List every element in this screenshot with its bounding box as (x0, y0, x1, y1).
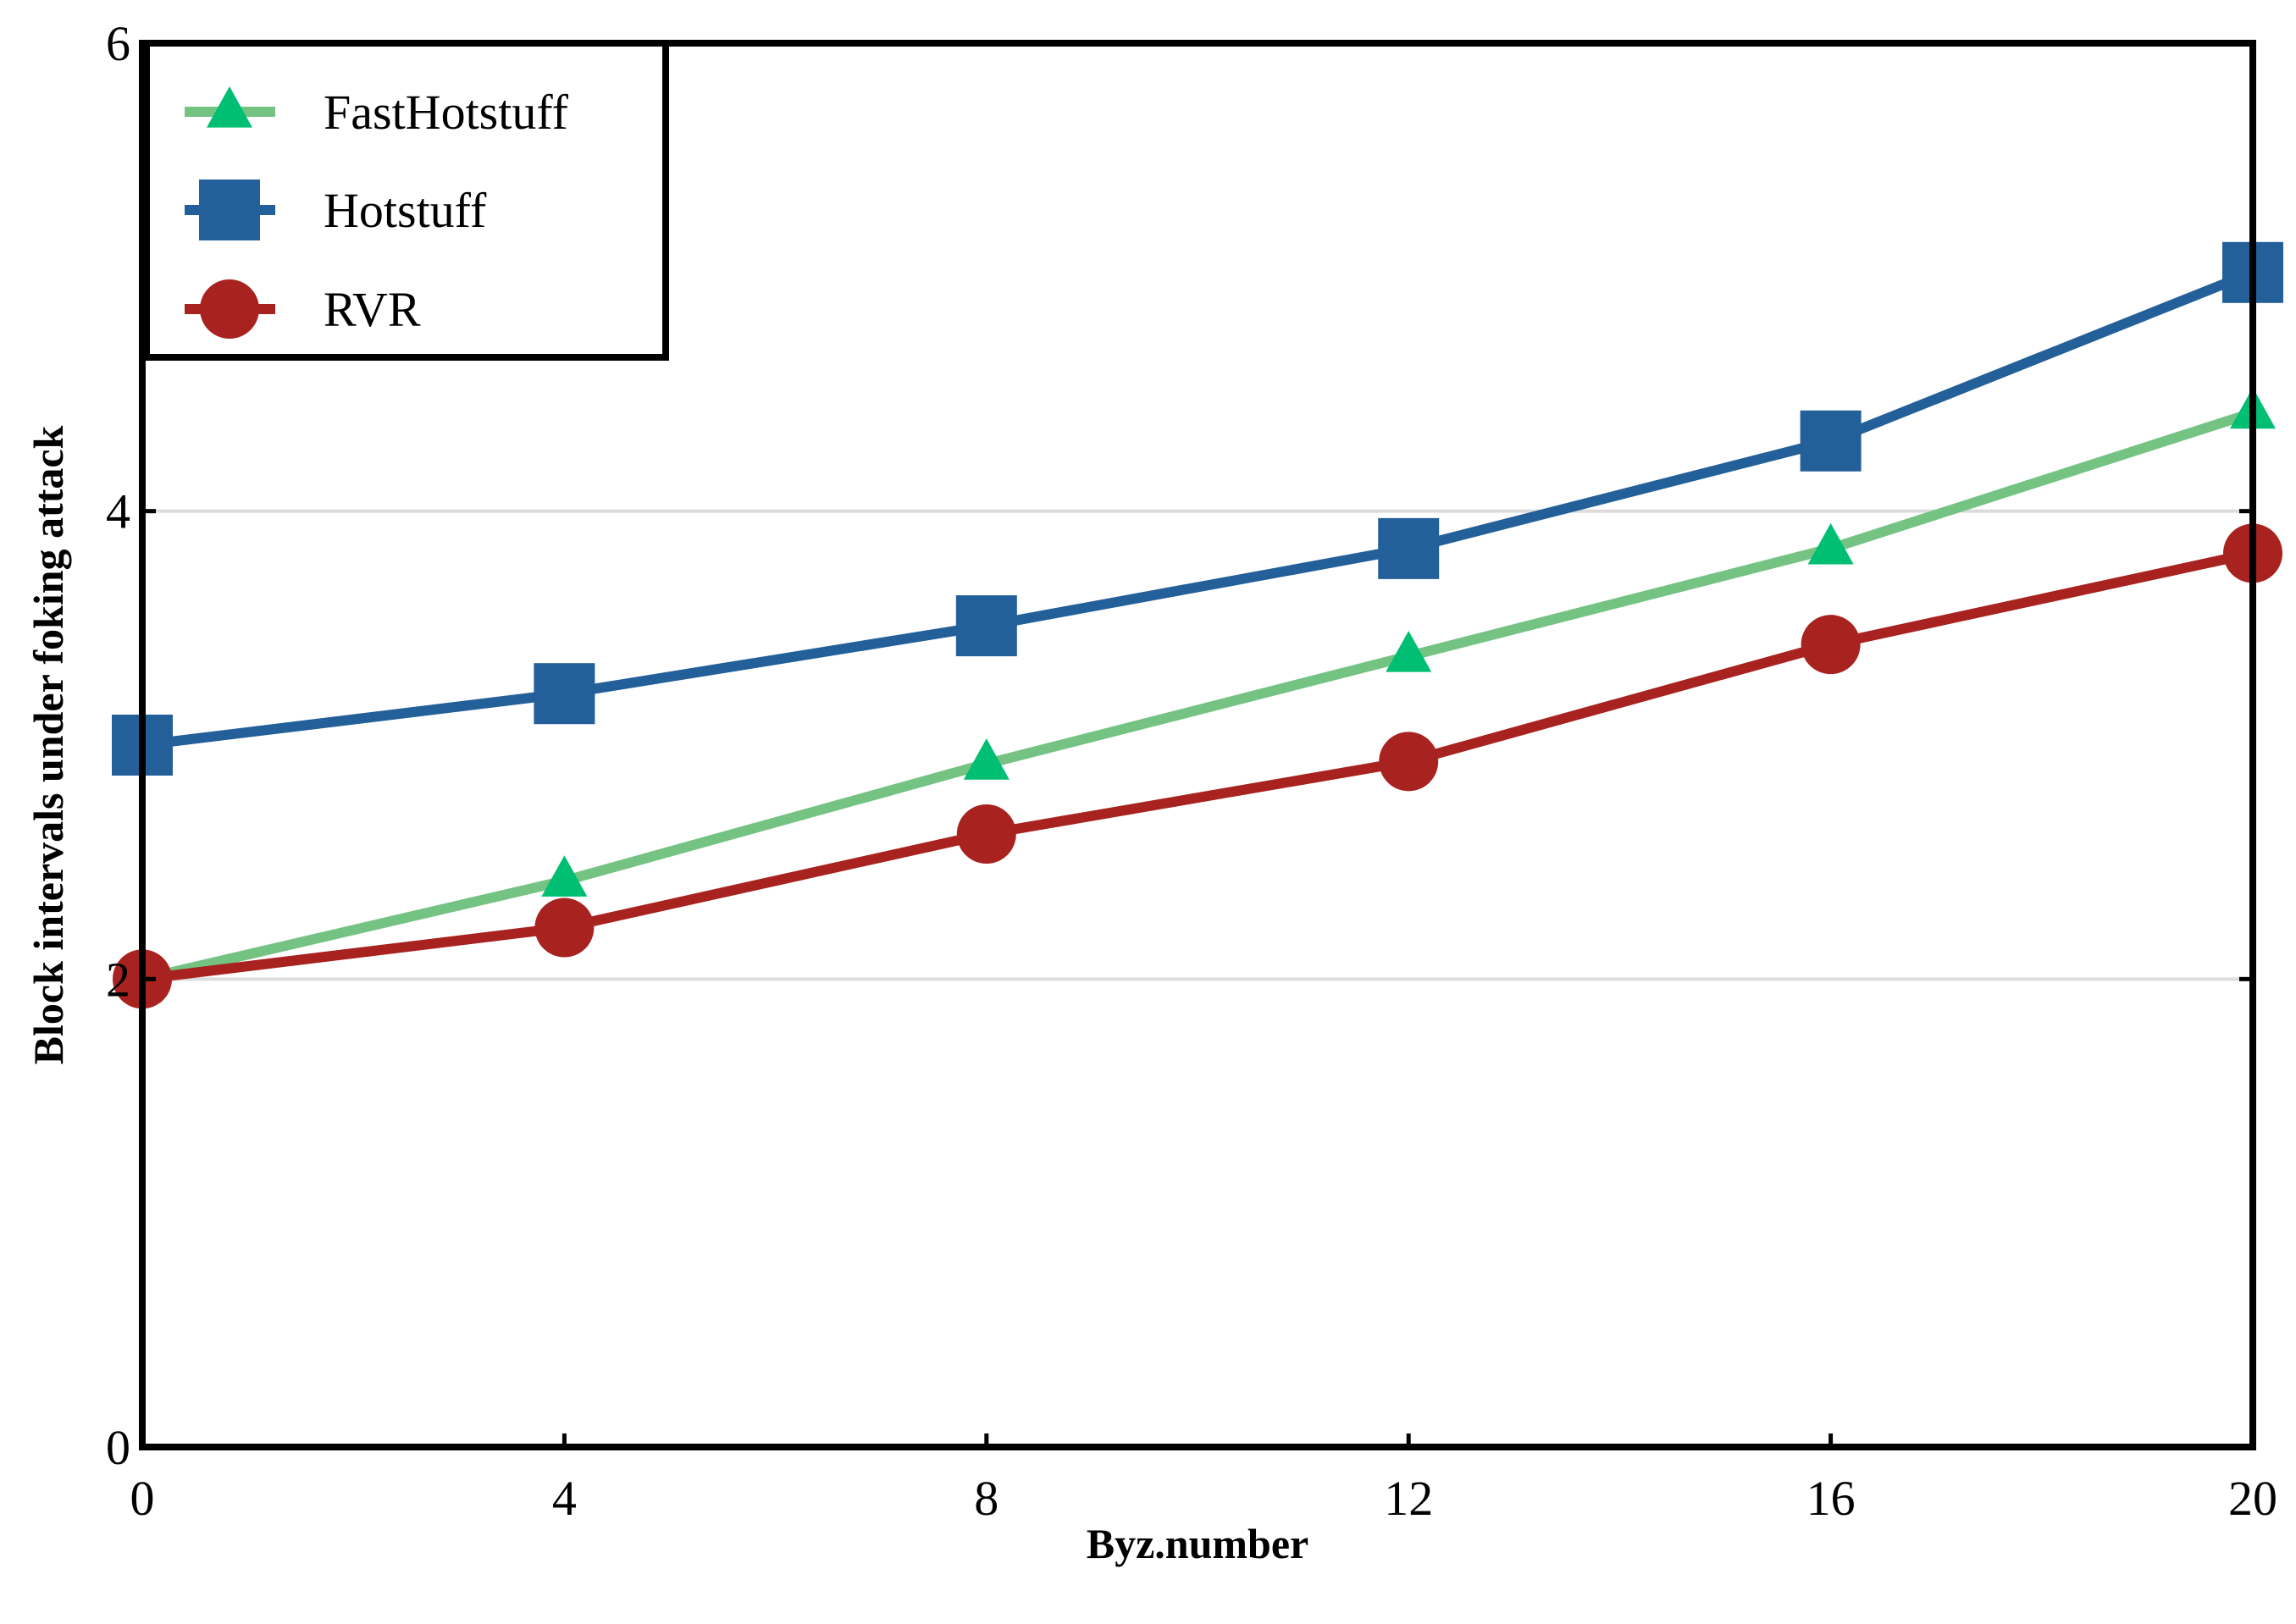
legend-marker-rvr (200, 279, 259, 339)
data-point-fasthotstuff-12 (1386, 630, 1432, 672)
y-tick-label-0: 0 (106, 1420, 130, 1475)
legend-label-fasthotstuff: FastHotstuff (324, 85, 569, 140)
legend: FastHotstuff Hotstuff RVR (143, 40, 669, 361)
series-line-hotstuff (141, 268, 2255, 750)
x-tick-label-4: 4 (552, 1471, 577, 1526)
data-point-hotstuff-4 (534, 663, 595, 725)
data-point-fasthotstuff-8 (963, 738, 1010, 780)
data-point-rvr-4 (534, 898, 595, 958)
x-axis-title: Byz.number (1087, 1520, 1309, 1567)
ticks: 0 2 4 6 0 4 8 12 16 20 (106, 16, 2277, 1526)
x-tick-label-12: 12 (1384, 1471, 1433, 1526)
y-tick-label-4: 4 (106, 484, 130, 539)
data-point-fasthotstuff-16 (1807, 522, 1854, 565)
legend-label-hotstuff: Hotstuff (324, 183, 487, 238)
series-line-fasthotstuff (141, 407, 2255, 985)
data-point-rvr-16 (1801, 615, 1861, 675)
data-point-rvr-12 (1379, 732, 1439, 792)
legend-marker-hotstuff (199, 180, 260, 240)
grid-lines (142, 509, 2253, 981)
x-tick-label-8: 8 (974, 1471, 999, 1526)
y-tick-label-6: 6 (106, 16, 130, 71)
data-point-hotstuff-16 (1800, 410, 1862, 472)
x-tick-label-0: 0 (130, 1471, 155, 1526)
y-tick-label-2: 2 (106, 952, 130, 1007)
data-point-hotstuff-12 (1378, 517, 1440, 579)
data-point-hotstuff-8 (955, 595, 1017, 657)
legend-marker-fasthotstuff (207, 86, 252, 128)
data-point-fasthotstuff-4 (541, 855, 588, 897)
y-axis-title: Block intervals under foking attack (25, 425, 72, 1064)
legend-label-rvr: RVR (324, 282, 421, 337)
data-point-rvr-8 (956, 804, 1016, 864)
x-tick-label-16: 16 (1806, 1471, 1856, 1526)
plot-frame (139, 40, 2256, 1450)
series-line-rvr (141, 548, 2255, 985)
x-tick-label-20: 20 (2228, 1471, 2277, 1526)
